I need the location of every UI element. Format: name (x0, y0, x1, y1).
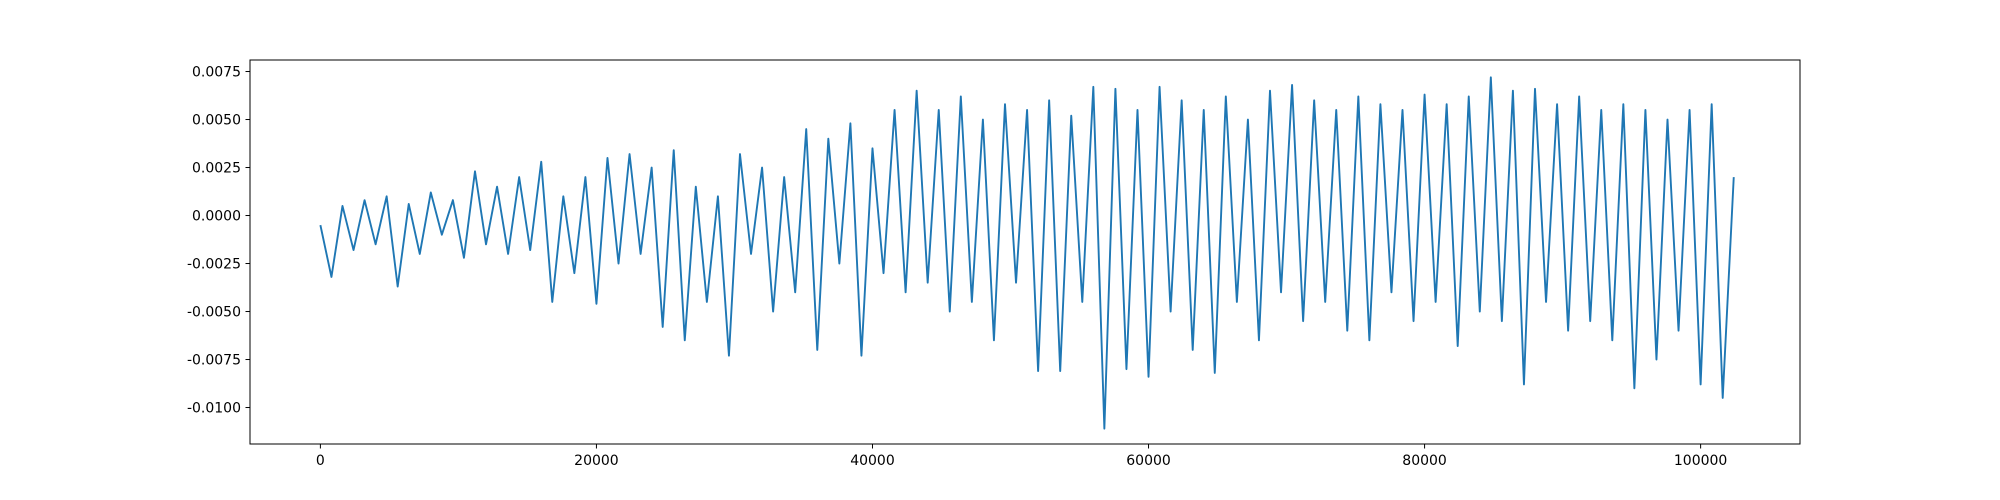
y-tick-label: -0.0100 (187, 401, 241, 417)
x-tick-label: 20000 (574, 453, 619, 469)
x-tick-label: 80000 (1402, 453, 1447, 469)
x-tick-label: 0 (316, 453, 325, 469)
x-tick-label: 60000 (1126, 453, 1171, 469)
y-tick-label: -0.0025 (187, 257, 241, 273)
y-tick-label: 0.0075 (192, 65, 241, 81)
x-tick-label: 100000 (1674, 453, 1727, 469)
y-tick-label: 0.0025 (192, 161, 241, 177)
x-tick-label: 40000 (850, 453, 895, 469)
y-tick-label: 0.0050 (192, 113, 241, 129)
y-tick-label: -0.0075 (187, 353, 241, 369)
y-tick-label: -0.0050 (187, 305, 241, 321)
y-tick-label: 0.0000 (192, 209, 241, 225)
line-series (319, 76, 1735, 430)
plot-frame (249, 59, 1801, 445)
